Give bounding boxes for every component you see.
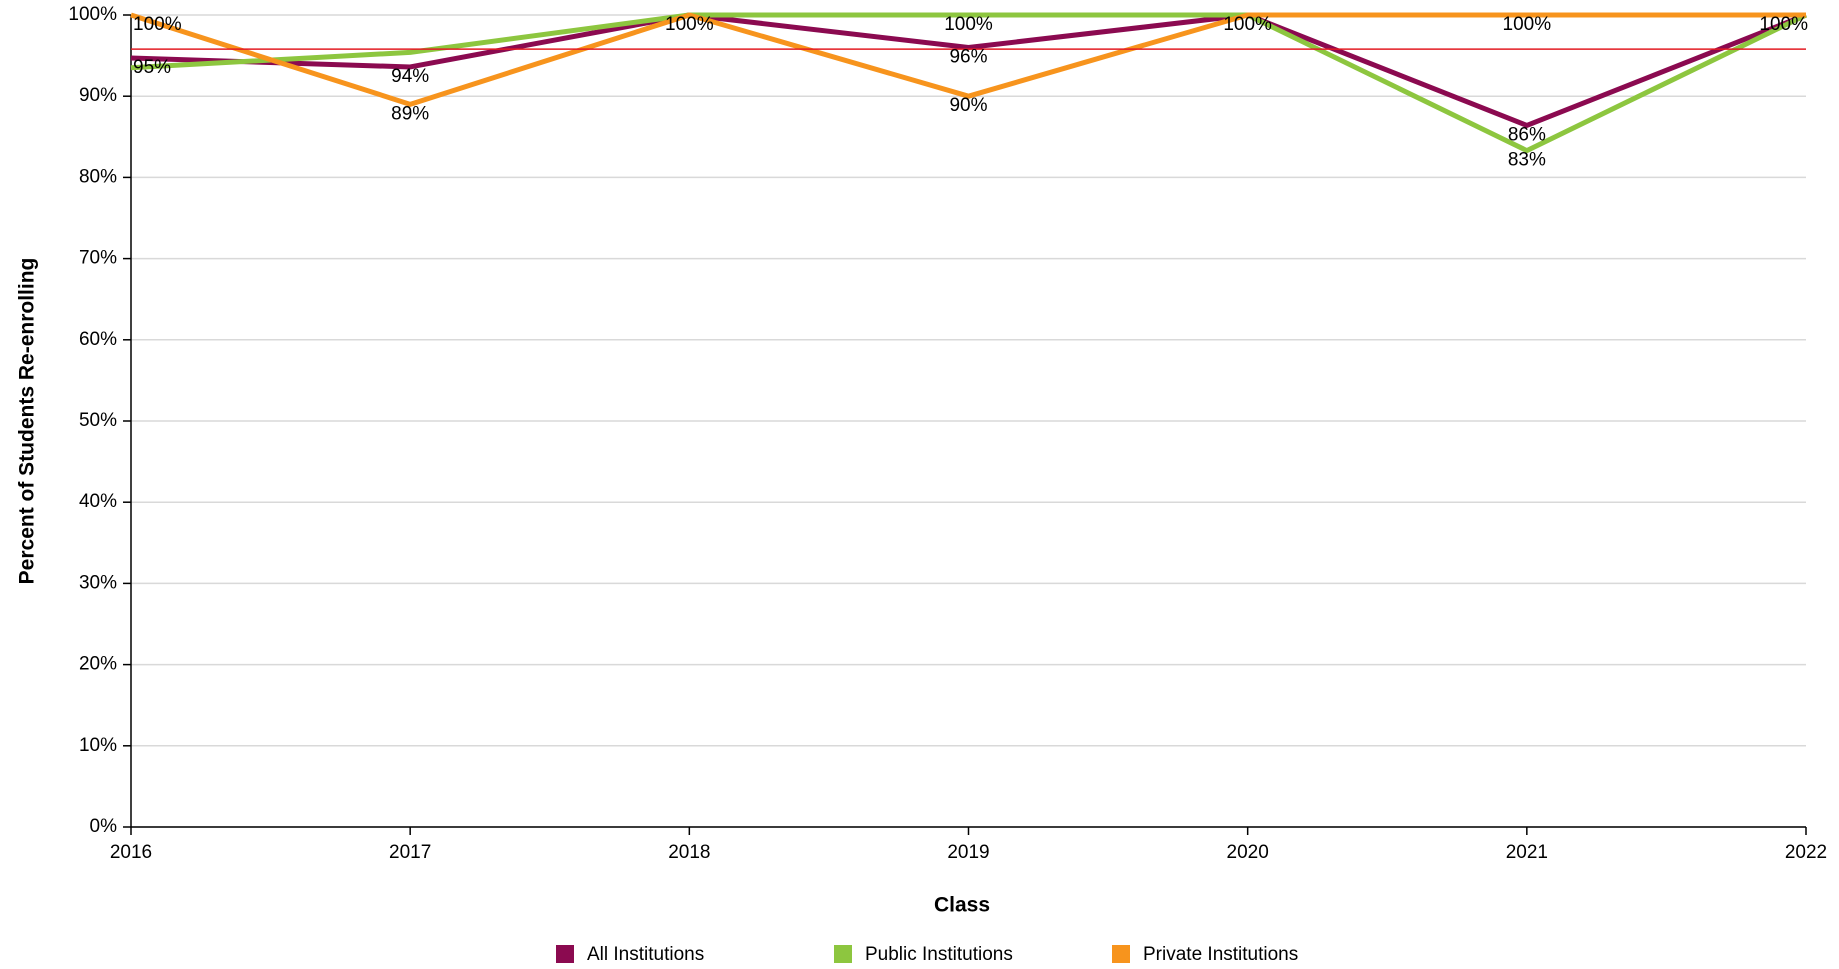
y-tick-label: 70% [79,248,117,269]
legend-swatch [834,945,852,963]
y-tick-label: 20% [79,654,117,675]
data-label: 100% [1503,14,1552,35]
x-tick-label: 2020 [1227,842,1269,863]
y-tick-label: 100% [68,4,117,25]
data-label: 95% [133,57,171,78]
data-label: 96% [949,46,987,67]
data-label: 83% [1508,150,1546,171]
data-label: 89% [391,103,429,124]
y-tick-label: 10% [79,735,117,756]
series-line [130,12,1806,107]
legend-label: Public Institutions [865,944,1013,965]
legend-item: Public Institutions [834,944,1013,965]
data-label: 90% [949,95,987,116]
legend-label: Private Institutions [1143,944,1298,965]
series-line [130,12,1807,128]
x-tick-label: 2022 [1785,842,1827,863]
y-tick-label: 40% [79,491,117,512]
legend-item: All Institutions [556,944,704,965]
y-tick-label: 90% [79,85,117,106]
y-tick-label: 50% [79,410,117,431]
y-tick-label: 30% [79,572,117,593]
x-tick-label: 2017 [389,842,431,863]
y-axis-title: Percent of Students Re-enrolling [16,258,39,585]
legend-item: Private Institutions [1112,944,1298,965]
x-tick-label: 2018 [668,842,710,863]
x-axis-title: Class [934,894,990,917]
y-tick-label: 80% [79,166,117,187]
x-tick-label: 2021 [1506,842,1548,863]
x-tick-label: 2016 [110,842,152,863]
y-tick-label: 0% [90,816,118,837]
data-label: 100% [1759,14,1808,35]
legend-swatch [556,945,574,963]
x-tick-label: 2019 [947,842,989,863]
data-label: 100% [665,14,714,35]
data-label: 100% [944,14,993,35]
y-tick-label: 60% [79,329,117,350]
data-label: 100% [133,14,182,35]
data-label: 86% [1508,124,1546,145]
series-line [130,12,1808,154]
legend-label: All Institutions [587,944,704,965]
legend-swatch [1112,945,1130,963]
data-label: 100% [1223,14,1272,35]
data-label: 94% [391,66,429,87]
